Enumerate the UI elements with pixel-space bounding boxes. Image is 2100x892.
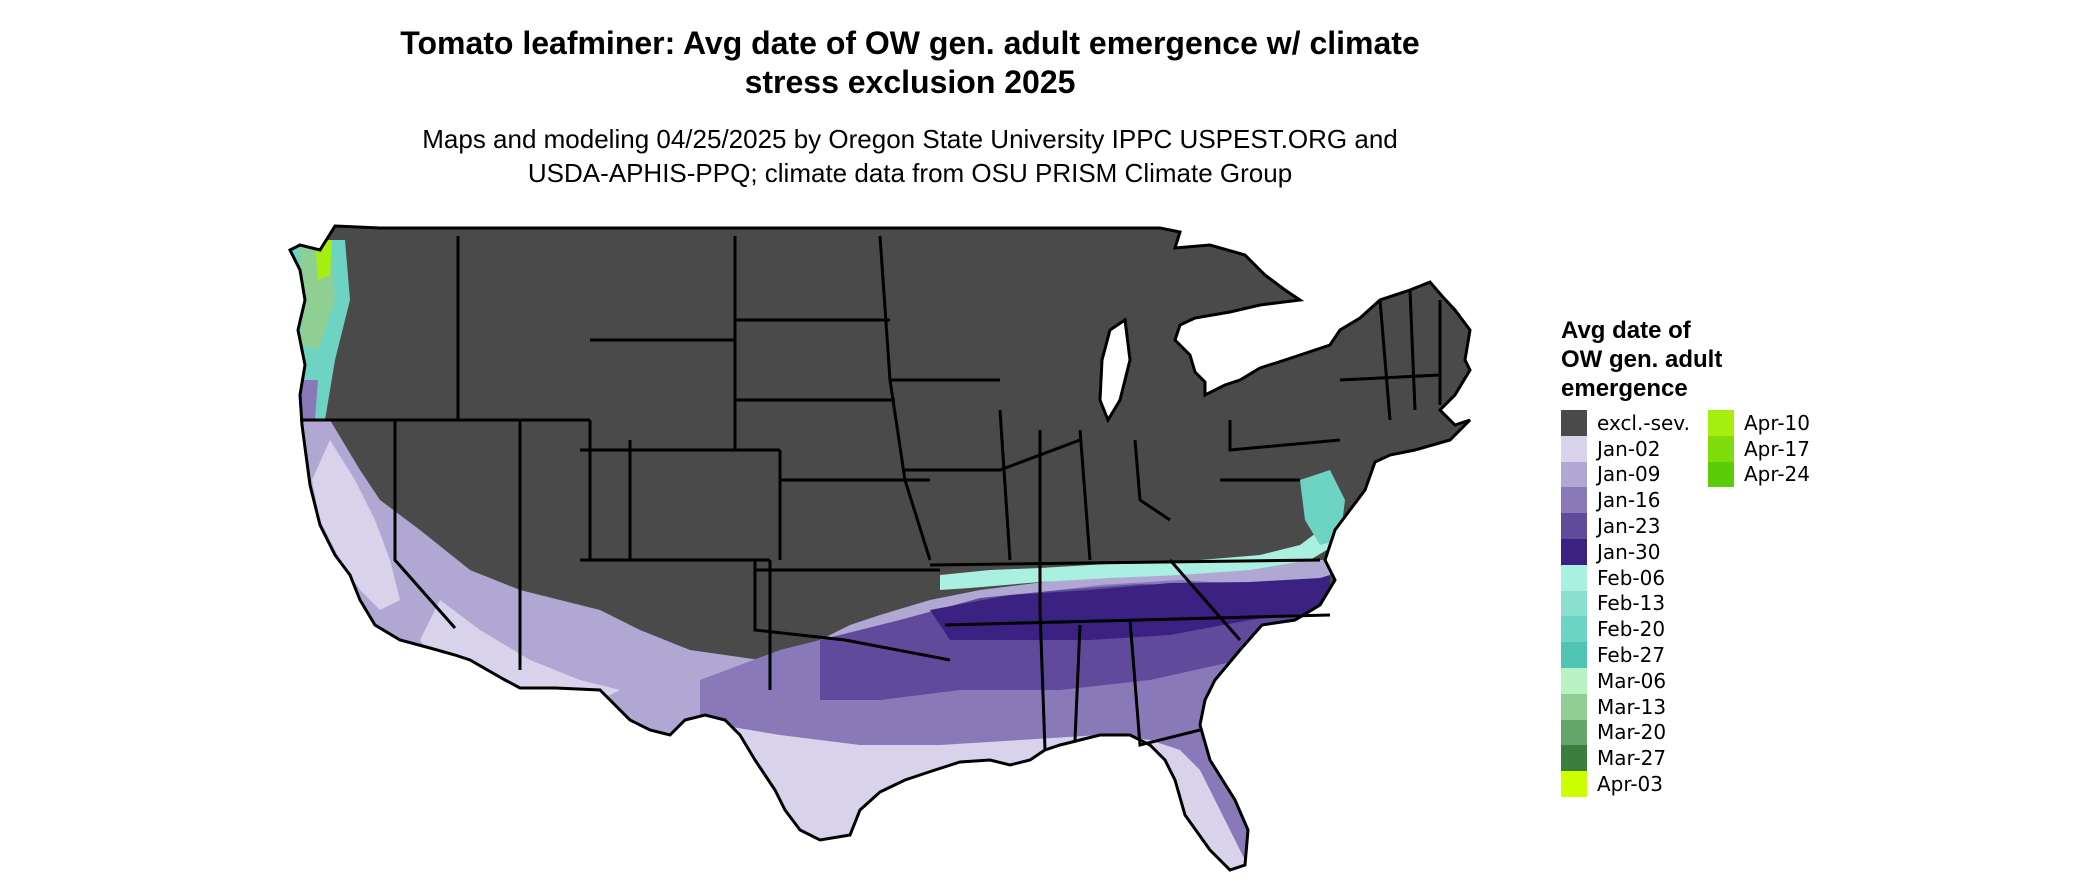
legend-swatch <box>1561 487 1587 514</box>
border-line <box>929 558 1321 567</box>
legend-item: Feb-13 <box>1561 590 1690 617</box>
state-borders <box>288 224 1472 872</box>
legend-swatch <box>1561 667 1587 694</box>
legend-item: Apr-17 <box>1708 435 1810 462</box>
legend-item: Mar-13 <box>1561 693 1690 720</box>
legend-swatch <box>1561 693 1587 720</box>
border-line <box>878 235 932 561</box>
border-line <box>393 420 457 629</box>
legend-swatch <box>1708 461 1734 488</box>
legend-swatch <box>1561 642 1587 668</box>
legend-title-line-2: OW gen. adult <box>1561 346 1723 373</box>
legend-title-line-3: emergence <box>1561 375 1688 402</box>
border-line <box>1128 619 1201 747</box>
border-line <box>998 409 1012 561</box>
title-line-1: Tomato leafminer: Avg date of OW gen. ad… <box>400 25 1420 61</box>
map-subtitle: Maps and modeling 04/25/2025 by Oregon S… <box>340 122 1480 190</box>
border-line <box>905 438 1081 472</box>
legend-item: Feb-27 <box>1561 642 1690 668</box>
legend-label: excl.-sev. <box>1597 410 1690 435</box>
border-line <box>1228 420 1341 452</box>
border-line <box>1073 624 1082 741</box>
lake-michigan <box>1098 317 1132 424</box>
legend-item: Jan-09 <box>1561 461 1690 488</box>
zone-jan-02-california <box>312 440 400 610</box>
legend-swatch <box>1561 564 1587 591</box>
legend-swatch <box>1561 745 1587 772</box>
border-line <box>1038 430 1047 751</box>
legend-label: Feb-20 <box>1597 617 1666 642</box>
legend-label: Jan-23 <box>1597 514 1661 539</box>
legend-item: Apr-03 <box>1561 771 1690 797</box>
legend-swatch <box>1561 771 1587 797</box>
legend-item: Apr-10 <box>1708 410 1810 436</box>
border-line <box>1378 299 1392 421</box>
border-line <box>1078 429 1092 561</box>
legend-item: Jan-16 <box>1561 487 1690 514</box>
legend-swatch <box>1561 461 1587 488</box>
legend-label: Feb-06 <box>1597 565 1666 590</box>
legend-label: Apr-17 <box>1744 436 1810 461</box>
map-fill-layers <box>290 226 1470 870</box>
legend-title: Avg date of OW gen. adult emergence <box>1561 316 1771 403</box>
excluded-region <box>290 226 1470 870</box>
legend-label: Mar-06 <box>1597 668 1667 693</box>
legend-swatch <box>1561 538 1587 565</box>
legend-swatch <box>1561 410 1587 436</box>
legend-swatch <box>1708 435 1734 462</box>
legend-item: Apr-24 <box>1708 461 1810 488</box>
legend-column-1: excl.-sev. Jan-02 Jan-09 Jan-16 Jan-23 Jan-30… <box>1561 410 1690 797</box>
border-line <box>1408 289 1417 411</box>
title-line-2: stress exclusion 2025 <box>744 64 1076 100</box>
legend-label: Apr-24 <box>1744 462 1810 487</box>
border-line <box>1168 559 1242 641</box>
legend-swatch <box>1708 410 1734 436</box>
legend-label: Jan-02 <box>1597 436 1661 461</box>
legend-item: Jan-30 <box>1561 538 1690 565</box>
border-line <box>1133 439 1171 522</box>
legend-label: Apr-10 <box>1744 410 1810 435</box>
legend-label: Mar-20 <box>1597 720 1667 745</box>
legend-item: Feb-06 <box>1561 564 1690 591</box>
border-line <box>1339 373 1441 382</box>
legend-item: excl.-sev. <box>1561 410 1690 436</box>
legend-swatch <box>1561 616 1587 643</box>
border-line <box>753 560 951 662</box>
zone-oregon-coast <box>300 380 318 420</box>
legend-label: Jan-09 <box>1597 462 1661 487</box>
legend-item: Mar-27 <box>1561 745 1690 772</box>
legend-label: Mar-27 <box>1597 746 1667 771</box>
legend-item: Mar-06 <box>1561 667 1690 694</box>
legend-item: Jan-23 <box>1561 513 1690 539</box>
zone-jan-02-gulf <box>650 725 1250 870</box>
legend-label: Mar-13 <box>1597 694 1667 719</box>
legend-label: Apr-03 <box>1597 772 1663 797</box>
legend-label: Feb-27 <box>1597 643 1666 668</box>
legend-item: Feb-20 <box>1561 616 1690 643</box>
subtitle-line-1: Maps and modeling 04/25/2025 by Oregon S… <box>422 124 1398 154</box>
legend-swatch <box>1561 435 1587 462</box>
legend-label: Feb-13 <box>1597 591 1666 616</box>
legend-swatch <box>1561 719 1587 746</box>
legend-item: Jan-02 <box>1561 435 1690 462</box>
zone-feb-20-chesapeake <box>1300 470 1345 545</box>
border-line <box>944 613 1331 627</box>
subtitle-line-2: USDA-APHIS-PPQ; climate data from OSU PR… <box>527 158 1293 188</box>
legend-label: Jan-16 <box>1597 488 1661 513</box>
legend-swatch <box>1561 590 1587 617</box>
legend-title-line-1: Avg date of <box>1561 317 1691 344</box>
legend-swatch <box>1561 513 1587 539</box>
legend-column-2: Apr-10 Apr-17 Apr-24 <box>1708 410 1810 488</box>
legend-item: Mar-20 <box>1561 719 1690 746</box>
map-title: Tomato leafminer: Avg date of OW gen. ad… <box>340 24 1480 102</box>
legend-label: Jan-30 <box>1597 539 1661 564</box>
